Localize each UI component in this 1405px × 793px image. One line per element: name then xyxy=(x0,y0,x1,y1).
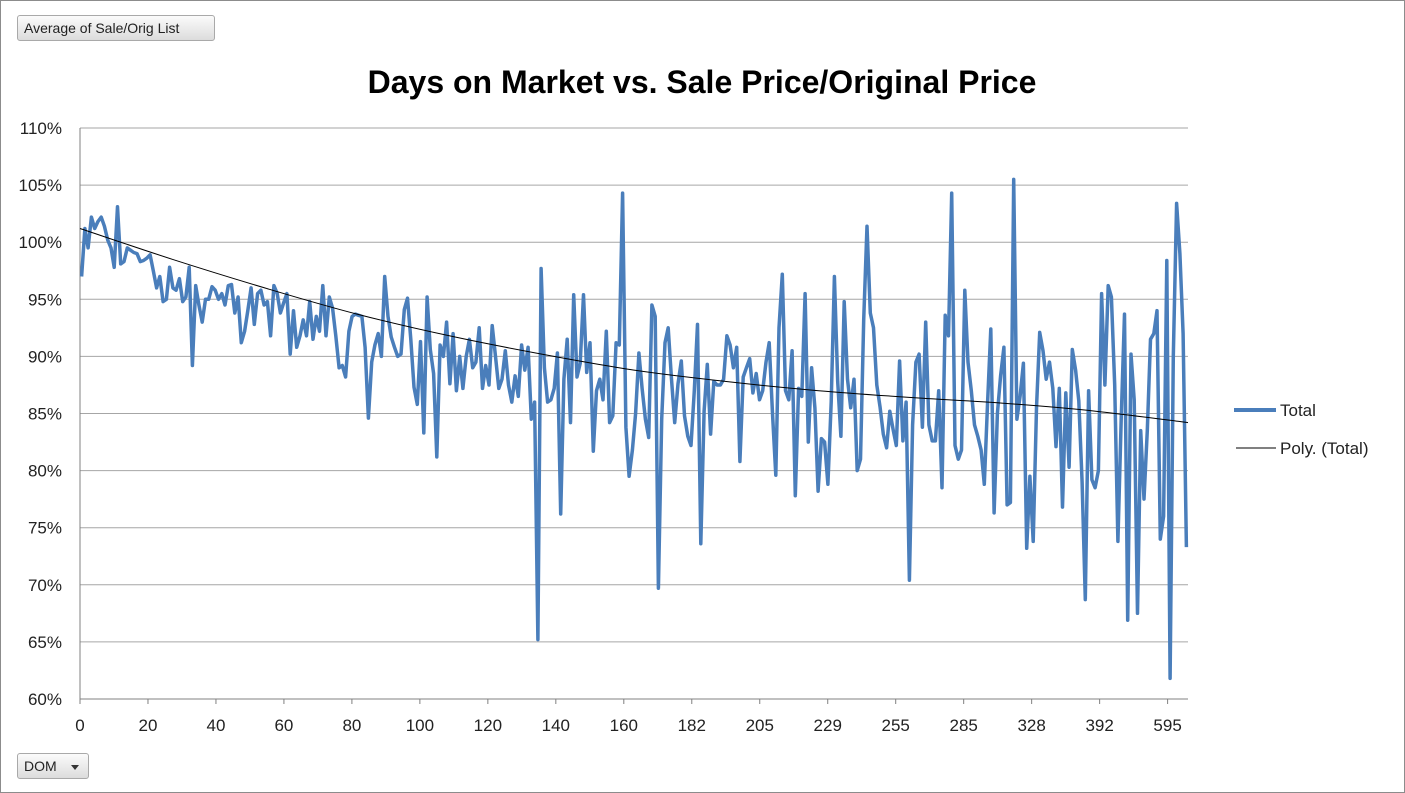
x-tick-label: 392 xyxy=(1085,716,1113,735)
axis-field-label: DOM xyxy=(24,758,57,774)
series-line-total xyxy=(79,177,1189,681)
y-tick-label: 75% xyxy=(28,519,62,538)
y-tick-label: 70% xyxy=(28,576,62,595)
axis-field-dropdown[interactable]: DOM xyxy=(17,753,89,779)
y-tick-label: 85% xyxy=(28,405,62,424)
y-tick-label: 80% xyxy=(28,462,62,481)
x-tick-label: 60 xyxy=(274,716,293,735)
x-tick-label: 40 xyxy=(206,716,225,735)
x-tick-label: 255 xyxy=(882,716,910,735)
y-tick-label: 60% xyxy=(28,690,62,709)
x-tick-label: 285 xyxy=(949,716,977,735)
x-tick-label: 140 xyxy=(542,716,570,735)
x-tick-label: 120 xyxy=(474,716,502,735)
y-tick-label: 105% xyxy=(19,176,62,195)
x-tick-label: 160 xyxy=(610,716,638,735)
x-tick-label: 0 xyxy=(75,716,84,735)
chart-title: Days on Market vs. Sale Price/Original P… xyxy=(368,64,1037,100)
x-tick-label: 100 xyxy=(406,716,434,735)
y-axis: 60% 65% 70% 75% 80% 85% 90% 95% 100% 105% 110% xyxy=(19,119,81,709)
y-tick-label: 110% xyxy=(20,119,62,138)
y-tick-label: 65% xyxy=(28,633,62,652)
x-tick-label: 229 xyxy=(814,716,842,735)
x-tick-label: 595 xyxy=(1153,716,1181,735)
trendline-poly-total xyxy=(79,228,1189,424)
x-tick-label: 80 xyxy=(342,716,361,735)
legend-label-total: Total xyxy=(1280,401,1316,420)
legend: Total Poly. (Total) xyxy=(1234,401,1369,458)
x-tick-label: 20 xyxy=(139,716,158,735)
x-tick-label: 328 xyxy=(1017,716,1045,735)
legend-label-trend: Poly. (Total) xyxy=(1280,439,1369,458)
x-tick-label: 182 xyxy=(678,716,706,735)
x-axis: 0 20 40 60 80 100 120 140 160 182 205 229 255 285 328 3… xyxy=(75,699,1182,735)
y-tick-label: 90% xyxy=(28,347,62,366)
plot-area xyxy=(79,177,1189,681)
y-tick-label: 95% xyxy=(28,290,62,309)
value-field-button[interactable]: Average of Sale/Orig List xyxy=(17,15,215,41)
y-tick-label: 100% xyxy=(19,233,62,252)
chevron-down-icon[interactable] xyxy=(71,765,79,770)
x-tick-label: 205 xyxy=(746,716,774,735)
